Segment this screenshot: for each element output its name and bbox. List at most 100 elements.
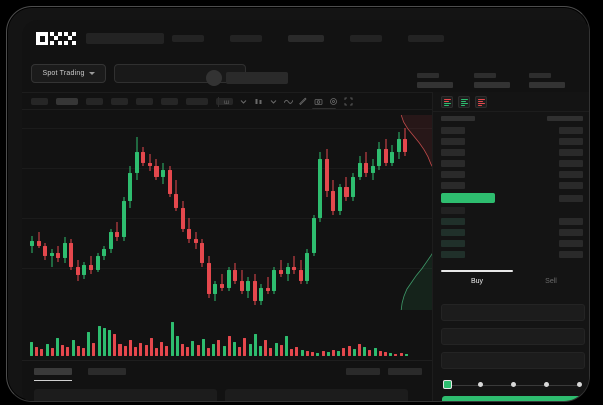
trading-mode-label: Spot Trading <box>42 70 85 77</box>
order-field-2[interactable] <box>441 328 585 345</box>
orderbook-bid-amount <box>559 251 583 258</box>
candle <box>49 114 54 319</box>
candle <box>298 114 303 319</box>
price-chart[interactable] <box>22 110 432 360</box>
bottom-tab-2[interactable] <box>88 368 126 375</box>
bottom-card-2[interactable] <box>225 389 408 401</box>
line-tool-icon[interactable] <box>284 97 293 106</box>
volume-bar <box>113 334 117 356</box>
orderbook-ask-row[interactable] <box>441 149 465 156</box>
nav-item-3[interactable] <box>288 35 324 42</box>
timeframe-1[interactable] <box>31 98 48 105</box>
nav-item-5[interactable] <box>408 35 444 42</box>
tab-sell[interactable]: Sell <box>545 278 557 285</box>
timeframe-5[interactable] <box>136 98 153 105</box>
candle <box>43 114 48 319</box>
volume-bar <box>321 351 325 356</box>
timeframe-7[interactable] <box>186 98 208 105</box>
search-input[interactable] <box>86 33 164 44</box>
orderbook-bid-row[interactable] <box>441 218 465 225</box>
okx-logo-icon[interactable] <box>36 32 78 45</box>
volume-bar <box>196 345 200 356</box>
orderbook-bid-row[interactable] <box>441 251 465 258</box>
indicators-icon[interactable]: ɯ <box>224 97 233 106</box>
indicators-dropdown-icon[interactable] <box>239 97 248 106</box>
chart-type-dropdown-icon[interactable] <box>269 97 278 106</box>
camera-icon[interactable] <box>314 97 323 106</box>
candle <box>370 114 375 319</box>
orderbook-asks-icon[interactable] <box>475 96 487 108</box>
avatar[interactable] <box>206 70 222 86</box>
orderbook-ask-row[interactable] <box>441 182 465 189</box>
stat-value <box>474 82 510 88</box>
settings-gear-icon[interactable] <box>329 97 338 106</box>
timeframe-6[interactable] <box>161 98 178 105</box>
orderbook-ask-row[interactable] <box>441 171 465 178</box>
volume-bar <box>76 346 80 356</box>
volume-bar <box>139 343 143 356</box>
bottom-action-1[interactable] <box>346 368 380 375</box>
orderbook-ask-row[interactable] <box>441 160 465 167</box>
orderbook-ask-amount <box>559 160 583 167</box>
candle <box>272 114 277 319</box>
chart-type-icon[interactable] <box>254 97 263 106</box>
volume-bar <box>264 340 268 356</box>
orderbook-bid-row[interactable] <box>441 229 465 236</box>
volume-bar <box>305 351 309 356</box>
orderbook-last-price <box>441 193 495 203</box>
volume-bar <box>165 346 169 356</box>
trading-mode-button[interactable]: Spot Trading <box>31 64 106 83</box>
orderbook-bid-row[interactable] <box>441 207 465 214</box>
candle <box>331 114 336 319</box>
bottom-action-2[interactable] <box>388 368 422 375</box>
submit-buy-button[interactable] <box>442 396 585 401</box>
orderbook-ask-amount <box>559 138 583 145</box>
slider-node-25[interactable] <box>477 382 483 387</box>
timeframe-3[interactable] <box>86 98 103 105</box>
candle <box>147 114 152 319</box>
candle <box>95 114 100 319</box>
volume-bar <box>191 341 195 356</box>
volume-bar <box>285 336 289 356</box>
fullscreen-icon[interactable] <box>344 97 353 106</box>
nav-item-2[interactable] <box>230 35 262 42</box>
volume-bar <box>201 339 205 356</box>
bottom-card-1[interactable] <box>34 389 217 401</box>
volume-bar <box>248 344 252 356</box>
timeframe-4[interactable] <box>111 98 128 105</box>
bottom-tab-1[interactable] <box>34 368 72 375</box>
amount-percent-slider[interactable] <box>443 380 583 390</box>
candlestick-series <box>30 114 410 319</box>
candle <box>252 114 257 319</box>
orderbook-bids-icon[interactable] <box>458 96 470 108</box>
timeframe-8[interactable] <box>216 98 233 105</box>
slider-node-75[interactable] <box>543 382 549 387</box>
order-field-1[interactable] <box>441 304 585 321</box>
slider-node-100[interactable] <box>576 382 582 387</box>
logo-letter-x <box>64 32 76 45</box>
orderbook-bid-amount <box>559 218 583 225</box>
candle <box>102 114 107 319</box>
timeframe-2[interactable] <box>56 98 78 105</box>
stat-value <box>529 82 565 88</box>
orderbook-ask-row[interactable] <box>441 138 465 145</box>
slider-node-50[interactable] <box>510 382 516 387</box>
pencil-tool-icon[interactable] <box>299 97 308 106</box>
nav-item-4[interactable] <box>350 35 382 42</box>
orderbook-ask-row[interactable] <box>441 127 465 134</box>
order-book-rows[interactable] <box>433 112 589 264</box>
nav-item-1[interactable] <box>172 35 204 42</box>
candle <box>265 114 270 319</box>
order-field-3[interactable] <box>441 352 585 369</box>
stat-block-3 <box>529 73 565 88</box>
candle <box>239 114 244 319</box>
candle <box>200 114 205 319</box>
slider-handle[interactable] <box>443 380 452 389</box>
tab-buy[interactable]: Buy <box>470 278 484 285</box>
candle <box>324 114 329 319</box>
orderbook-bid-row[interactable] <box>441 240 465 247</box>
orderbook-both-icon[interactable] <box>441 96 453 108</box>
candle <box>154 114 159 319</box>
stat-label <box>417 73 439 78</box>
volume-bar <box>378 351 382 356</box>
